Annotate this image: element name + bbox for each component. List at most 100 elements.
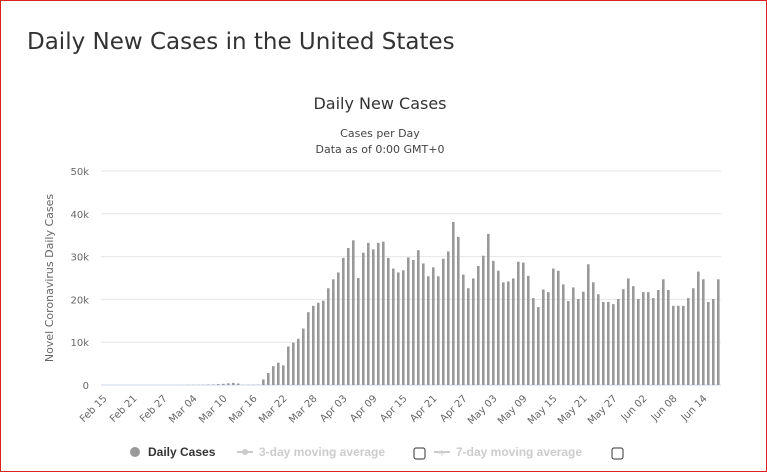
bar [352, 240, 355, 385]
bar [702, 279, 705, 385]
x-tick-label: Apr 03 [318, 393, 349, 424]
bar [637, 298, 640, 385]
bar [402, 270, 405, 385]
bar [537, 307, 540, 385]
chart-subtitle-2: Data as of 0:00 GMT+0 [316, 143, 445, 156]
bar [452, 221, 455, 385]
x-tick-label: Mar 16 [227, 393, 259, 425]
bar [577, 298, 580, 385]
checkbox-7day[interactable] [611, 447, 624, 460]
legend-marker-daily-cases [130, 447, 140, 457]
bar [717, 279, 720, 385]
bar [662, 279, 665, 385]
x-tick-label: Feb 15 [78, 393, 110, 425]
y-tick-label: 50k [70, 167, 89, 178]
bar [542, 289, 545, 385]
bar [437, 276, 440, 385]
bar [677, 305, 680, 385]
bar [652, 298, 655, 385]
bar [397, 272, 400, 385]
x-tick-label: Apr 15 [378, 393, 409, 424]
bar [322, 300, 325, 385]
bar [232, 382, 235, 385]
bar [337, 272, 340, 385]
bar [472, 278, 475, 385]
bar [672, 305, 675, 385]
bar [422, 263, 425, 385]
bar [632, 286, 635, 385]
bar [327, 288, 330, 385]
checkbox-3day[interactable] [413, 447, 426, 460]
bar [647, 292, 650, 385]
bar [477, 266, 480, 385]
legend-item-daily-cases[interactable]: Daily Cases [148, 445, 216, 459]
x-tick-label: Mar 04 [167, 393, 199, 425]
x-tick-label: Mar 10 [197, 393, 229, 425]
bar [517, 261, 520, 385]
bar [547, 292, 550, 385]
chart-subtitle: Cases per Day [340, 127, 420, 140]
bar [387, 257, 390, 385]
bar [272, 366, 275, 385]
bar [657, 289, 660, 385]
legend-item-3day-average[interactable]: 3-day moving average [259, 445, 385, 459]
bar [442, 258, 445, 385]
bar [342, 257, 345, 385]
bar [587, 264, 590, 385]
bar [427, 276, 430, 385]
bar [607, 301, 610, 385]
bar [622, 289, 625, 385]
x-tick-label: May 03 [466, 393, 500, 427]
x-tick-label: May 15 [526, 393, 560, 427]
bar [512, 278, 515, 385]
bar [492, 260, 495, 385]
bar [557, 270, 560, 385]
x-tick-label: Jun 08 [649, 393, 680, 424]
x-tick-label: Jun 02 [619, 393, 650, 424]
bar [487, 233, 490, 385]
y-axis-label: Novel Coronavirus Daily Cases [43, 194, 56, 362]
bar [407, 257, 410, 385]
bar [417, 250, 420, 385]
bar [552, 268, 555, 385]
bar [267, 373, 270, 385]
bar [592, 282, 595, 385]
bar [347, 248, 350, 385]
bar [217, 384, 220, 385]
bar [457, 236, 460, 385]
bar [447, 251, 450, 385]
bar [287, 346, 290, 385]
bar [522, 262, 525, 385]
bar [392, 268, 395, 385]
x-tick-label: Feb 21 [108, 393, 140, 425]
bar [212, 384, 215, 385]
x-tick-label: Apr 27 [438, 393, 469, 424]
x-tick-label: Mar 22 [257, 393, 289, 425]
x-tick-label: Apr 09 [348, 393, 379, 424]
bar [617, 298, 620, 385]
bar [367, 242, 370, 385]
bar [532, 298, 535, 385]
bar [642, 292, 645, 385]
y-tick-label: 0 [83, 381, 89, 392]
x-tick-label: Mar 28 [287, 393, 319, 425]
bar [562, 284, 565, 385]
legend-item-7day-average[interactable]: 7-day moving average [456, 445, 582, 459]
bar [262, 379, 265, 385]
bar [482, 255, 485, 385]
bar [292, 342, 295, 385]
bar [277, 362, 280, 385]
bar [572, 287, 575, 385]
bar [682, 305, 685, 385]
bar [497, 270, 500, 385]
bar [432, 267, 435, 385]
x-tick-label: Jun 14 [679, 393, 710, 424]
x-tick-label: Apr 21 [408, 393, 439, 424]
chart-title: Daily New Cases [313, 94, 446, 113]
bar [372, 249, 375, 385]
y-tick-label: 40k [70, 210, 89, 221]
bar [332, 279, 335, 385]
bar [507, 281, 510, 385]
